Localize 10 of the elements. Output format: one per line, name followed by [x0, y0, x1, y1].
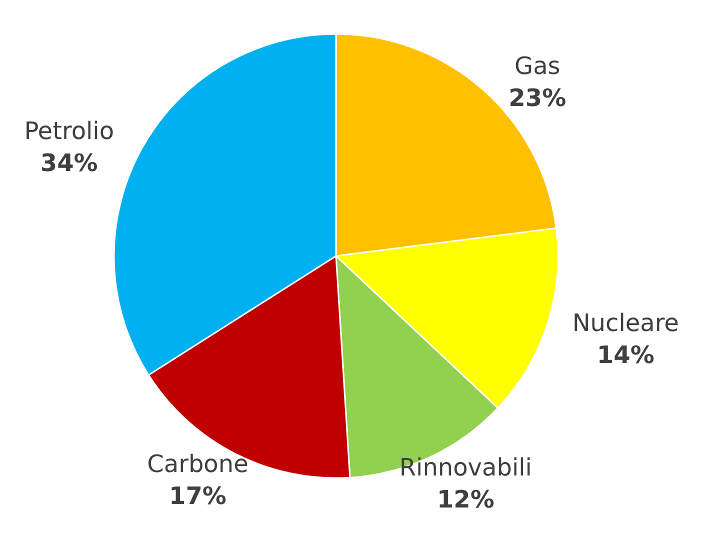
data-label: 14%	[596, 340, 654, 369]
data-label: 23%	[508, 84, 566, 112]
slice-label: Rinnovabili	[399, 453, 532, 482]
data-label: 12%	[436, 485, 494, 514]
slice-label: Carbone	[147, 450, 248, 478]
slice-label: Nucleare	[572, 308, 679, 337]
data-label: 34%	[40, 149, 98, 178]
data-label: 17%	[169, 482, 226, 510]
slice-label: Gas	[514, 52, 560, 80]
slice-label: Petrolio	[24, 117, 114, 146]
